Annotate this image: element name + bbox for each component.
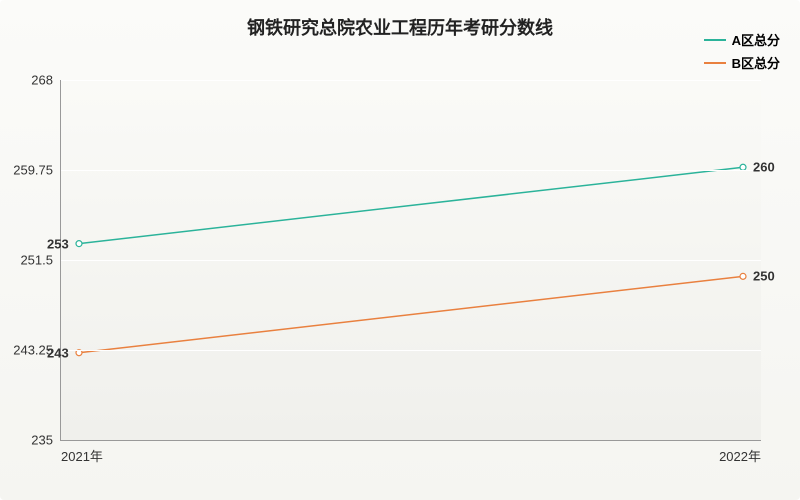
legend-item-a: A区总分 (704, 30, 780, 49)
series-line (79, 276, 743, 352)
point-label: 243 (45, 345, 71, 360)
y-tick-label: 259.75 (13, 163, 53, 178)
gridline (61, 80, 761, 81)
point-label: 253 (45, 236, 71, 251)
data-point (740, 273, 746, 279)
chart-title: 钢铁研究总院农业工程历年考研分数线 (247, 14, 553, 40)
legend: A区总分 B区总分 (704, 30, 780, 76)
legend-label-a: A区总分 (732, 30, 780, 49)
gridline (61, 170, 761, 171)
y-tick-label: 235 (31, 433, 53, 448)
legend-swatch-a (704, 39, 726, 41)
point-label: 260 (751, 160, 777, 175)
y-tick-label: 251.5 (20, 253, 53, 268)
plot-area: 235243.25251.5259.752682021年2022年2532602… (60, 80, 761, 441)
legend-swatch-b (704, 62, 726, 64)
gridline (61, 260, 761, 261)
gridline (61, 350, 761, 351)
legend-label-b: B区总分 (732, 53, 780, 72)
y-tick-label: 268 (31, 73, 53, 88)
series-line (79, 167, 743, 243)
data-point (76, 241, 82, 247)
x-tick-label: 2021年 (61, 446, 103, 465)
x-tick-label: 2022年 (719, 446, 761, 465)
legend-item-b: B区总分 (704, 53, 780, 72)
point-label: 250 (751, 269, 777, 284)
chart-container: 钢铁研究总院农业工程历年考研分数线 A区总分 B区总分 235243.25251… (0, 0, 800, 500)
